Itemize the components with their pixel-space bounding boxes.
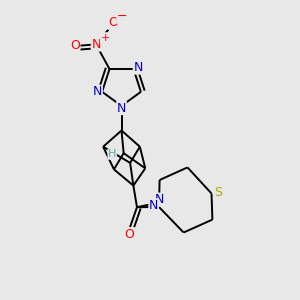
- Text: N: N: [93, 85, 102, 98]
- Text: O: O: [124, 228, 134, 241]
- Text: N: N: [149, 199, 158, 212]
- Text: +: +: [100, 33, 110, 43]
- Text: O: O: [70, 39, 80, 52]
- Text: S: S: [214, 185, 222, 199]
- Text: O: O: [108, 16, 118, 29]
- Text: N: N: [91, 38, 101, 51]
- Text: H: H: [108, 149, 116, 159]
- Text: −: −: [117, 10, 128, 23]
- Text: N: N: [154, 193, 164, 206]
- Text: N: N: [133, 61, 143, 74]
- Text: N: N: [117, 101, 126, 115]
